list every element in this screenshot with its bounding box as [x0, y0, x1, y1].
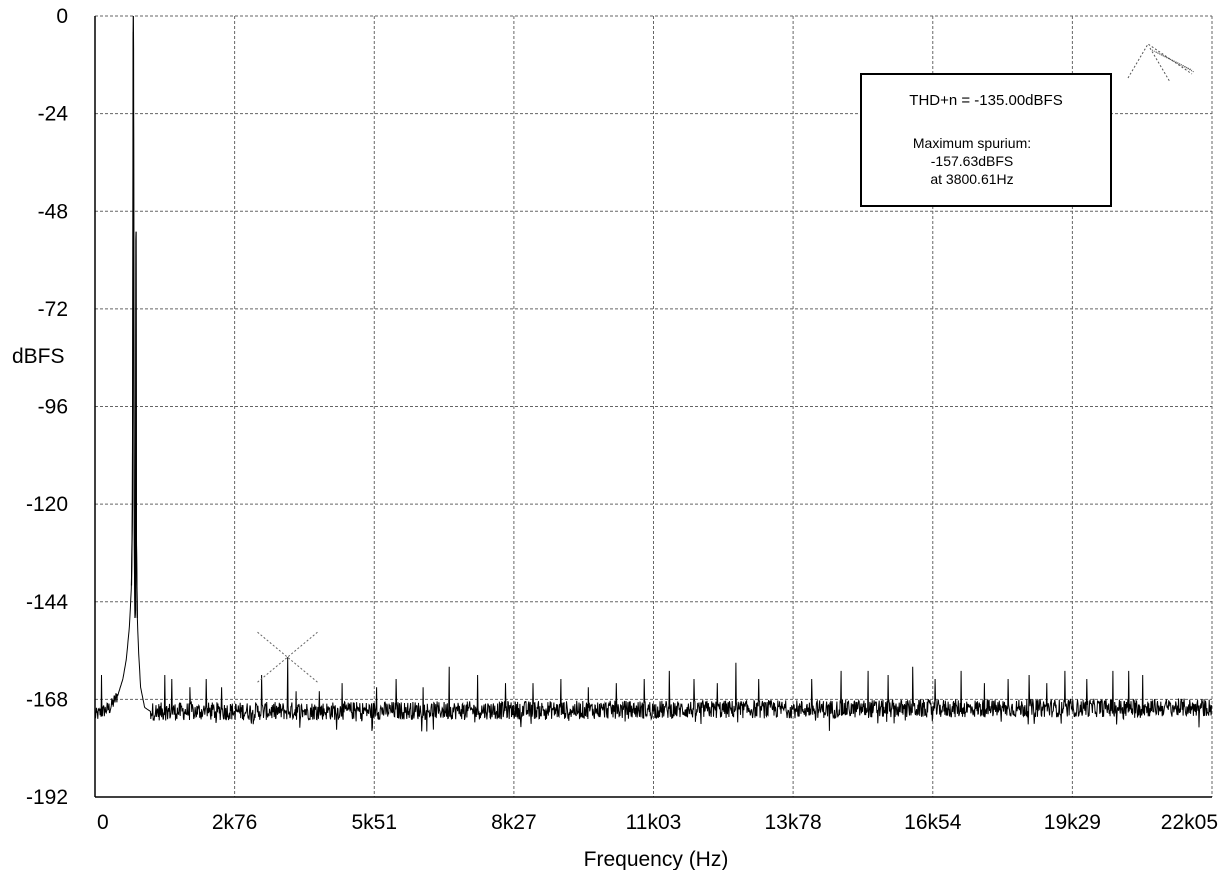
x-tick-label: 8k27	[491, 811, 537, 834]
fundamental-peak	[130, 15, 138, 619]
y-tick-labels: 0 -24 -48 -72 -96 -120 -144 -168 -192	[26, 5, 68, 809]
y-tick-label: -192	[26, 786, 68, 809]
x-tick-labels: 0 2k76 5k51 8k27 11k03 13k78 16k54 19k29 22k05	[97, 811, 1218, 834]
x-tick-label: 22k05	[1161, 811, 1218, 834]
x-tick-label: 16k54	[904, 811, 962, 834]
marker-diag-1	[257, 631, 318, 683]
spectrum-line	[94, 31, 1213, 732]
spur-frequency: at 3800.61Hz	[930, 171, 1013, 187]
y-tick-label: -168	[26, 688, 68, 711]
y-tick-label: -72	[38, 298, 68, 321]
y-tick-label: -48	[38, 200, 68, 223]
spur-value: -157.63dBFS	[931, 153, 1014, 169]
x-tick-label: 0	[97, 811, 109, 834]
x-tick-label: 11k03	[626, 811, 682, 834]
thd-text: THD+n = -135.00dBFS	[909, 92, 1062, 109]
corner-cursor-icon	[1127, 43, 1195, 83]
plot-frame	[94, 16, 1212, 798]
spur-title: Maximum spurium:	[913, 135, 1031, 151]
x-tick-label: 19k29	[1044, 811, 1101, 834]
marker-diag-2	[257, 631, 318, 683]
stats-annotation-box: THD+n = -135.00dBFS Maximum spurium: -15…	[860, 73, 1112, 207]
y-tick-label: -144	[26, 591, 68, 614]
y-tick-label: -96	[38, 396, 68, 419]
y-tick-label: 0	[56, 5, 68, 28]
max-spur-marker	[257, 631, 318, 683]
y-tick-label: -24	[38, 103, 69, 126]
x-tick-label: 2k76	[212, 811, 258, 834]
spectrum-trace	[94, 15, 1213, 732]
x-tick-label: 13k78	[765, 811, 822, 834]
x-axis-label: Frequency (Hz)	[584, 848, 729, 870]
y-axis-label: dBFS	[12, 345, 65, 368]
annotation-frame	[860, 73, 1112, 207]
y-tick-label: -120	[26, 493, 68, 516]
x-tick-label: 5k51	[352, 811, 398, 834]
